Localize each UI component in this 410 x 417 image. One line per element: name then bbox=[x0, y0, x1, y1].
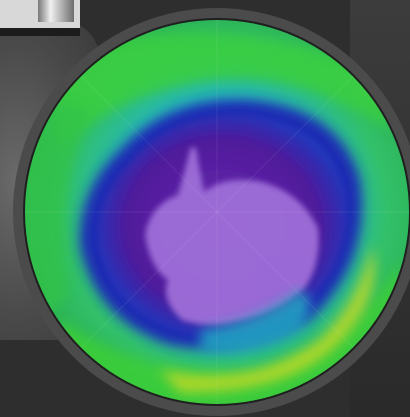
green-band-left bbox=[24, 104, 90, 313]
globe-outline bbox=[23, 18, 410, 406]
cyan-lobe bbox=[200, 290, 310, 353]
antarctica bbox=[145, 146, 319, 325]
background-shadow bbox=[0, 28, 80, 36]
metal-object bbox=[38, 0, 74, 22]
yellow-band bbox=[160, 245, 375, 393]
longitude-lines bbox=[24, 19, 410, 405]
green-band-top bbox=[40, 32, 390, 150]
